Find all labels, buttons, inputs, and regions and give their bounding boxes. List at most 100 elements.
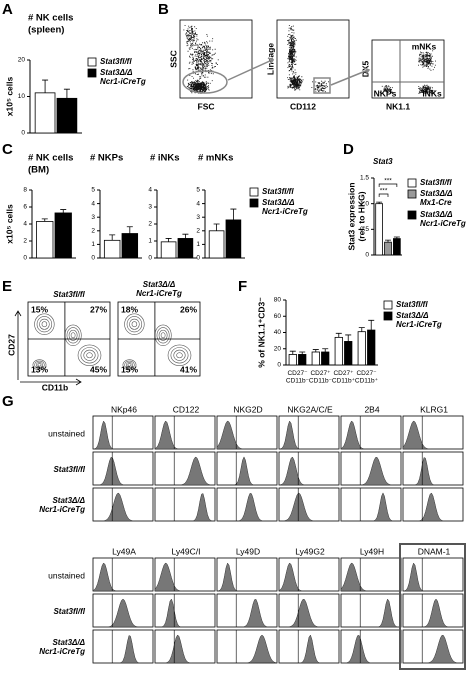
y-tick-label: 60 [274,313,282,320]
y-tick-label: 20 [274,345,282,352]
legend-swatch [407,189,417,199]
gate-arrow [330,67,371,86]
significance-bracket [378,183,398,187]
histogram [93,492,153,522]
legend-label: Stat3fl/fl [420,178,452,187]
contour [35,362,44,368]
histogram [341,492,401,522]
contour [173,349,186,361]
text-line: CD27⁺ [310,370,331,377]
error-bar [213,223,220,231]
legend-swatch [87,57,97,67]
legend-label: Stat3Δ/Δ Ncr1-iCreTg [420,210,466,228]
chart-title: # iNKs [150,153,180,164]
column-header: NKp46 [111,404,137,414]
plot-frame [154,451,216,486]
text-line: Ncr1-iCreTg [39,505,85,514]
histogram [402,420,463,450]
y-tick-label: 4 [23,221,27,228]
y-tick-label: 4 [91,200,95,207]
chart-title: # mNKs [198,153,233,164]
column-header: NKG2A/C/E [287,404,333,414]
histogram [155,634,215,664]
contour [129,318,140,330]
text-line: Stat3Δ/Δ [396,311,429,320]
histogram [403,634,463,664]
error-bar [41,218,48,222]
column-header: Ly49H [360,546,384,556]
histogram [403,457,463,486]
column-header: Ly49C/I [172,546,201,556]
error-bar [358,327,365,332]
bar [208,230,225,259]
legend-swatch [383,311,393,321]
error-bar [109,234,116,241]
y-tick-label: 2 [91,228,95,235]
panel-letter: G [2,393,14,410]
y-tick-label: 40 [274,329,282,336]
contour [131,321,138,328]
text-line: CD11b⁻ [286,377,310,384]
y-tick-label: 10 [18,93,26,100]
error-bar [312,349,319,352]
quadrant-lines [118,302,200,376]
y-tick-label: 0.5 [360,226,369,233]
quadrant-label: 41% [180,364,197,374]
contour [32,359,47,371]
histogram [278,420,339,450]
plot-frame [278,487,340,522]
legend-swatch [249,187,259,197]
quadrant-label: 15% [31,304,48,314]
contour [176,352,183,359]
x-tick-label: CD27⁻ CD11b⁺ [355,370,379,384]
quadrant-label: 45% [90,364,107,374]
y-tick-label: 5 [91,187,95,194]
histogram [403,598,463,628]
y-tick-label: 1 [91,241,95,248]
legend-label: Stat3fl/fl [262,187,294,196]
text-line: Stat3Δ/Δ [100,68,133,77]
contour [80,347,99,364]
bar [177,238,194,259]
histogram [403,492,463,522]
contour [124,360,135,370]
y-tick-label: 20 [18,57,26,64]
plot-frame [402,629,464,664]
gate [182,70,228,94]
gate-label: NKPs [374,88,397,98]
histogram [217,599,277,628]
contour [154,324,172,346]
chart-subtitle: (BM) [28,165,49,176]
y-tick-label: 0 [91,255,95,262]
axis-arrow [14,310,82,386]
histogram [93,598,153,628]
error-bar [299,351,306,355]
histogram [341,456,401,486]
text-line: Ncr1-iCreTg [100,77,146,86]
bar [121,233,139,259]
contour [66,327,80,344]
gate-arrow [227,57,275,81]
column-header: NKG2D [233,404,262,414]
text-line: Stat3Δ/Δ [52,638,85,647]
panel-letter: B [158,1,169,18]
error-bar [63,88,70,99]
row-label: Stat3fl/fl [53,465,85,474]
y-tick-label: 0 [365,252,369,259]
y-tick-label: 0 [277,362,281,369]
text-line: Ncr1-iCreTg [136,289,182,298]
y-tick-label: 2 [148,221,152,228]
y-tick-label: 0 [21,130,25,137]
contour [36,316,53,333]
plot-frame [92,451,154,486]
bar [34,92,56,134]
legend-label: Stat3Δ/Δ Ncr1-iCreTg [262,198,308,216]
contour [37,363,42,367]
contour [125,362,134,368]
y-tick-label: 5 [196,187,200,194]
error-bar [126,226,133,234]
column-header: KLRG1 [420,404,448,414]
contour [64,324,82,346]
histogram [278,562,339,592]
